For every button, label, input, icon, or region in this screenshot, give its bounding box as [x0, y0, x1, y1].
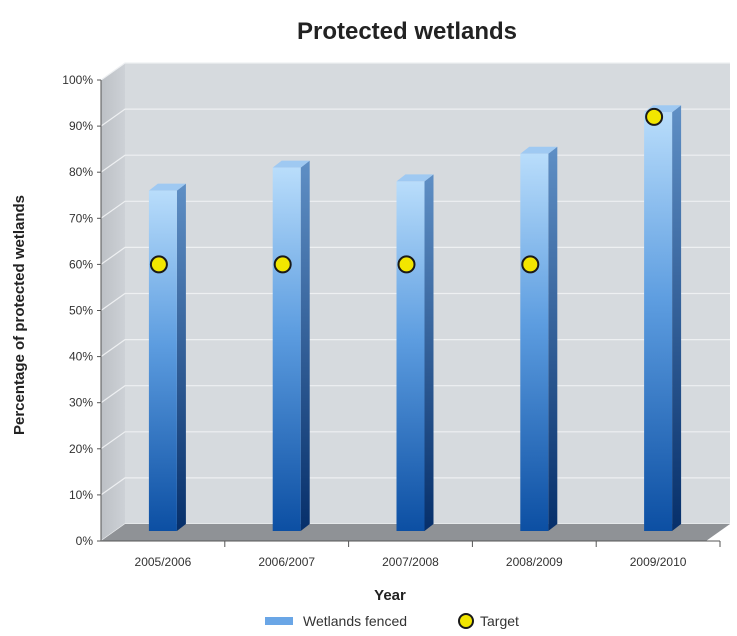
bar: [396, 174, 434, 532]
target-marker: [521, 255, 540, 274]
x-tick-label: 2005/2006: [135, 555, 192, 569]
y-tick-label: 40%: [69, 350, 93, 364]
x-tick-label: 2008/2009: [506, 555, 563, 569]
bar-side: [424, 174, 434, 532]
gridline: [100, 108, 730, 127]
x-tick-label: 2006/2007: [258, 555, 315, 569]
floor-plane: [101, 524, 730, 541]
y-tick-label: 80%: [69, 165, 93, 179]
bar: [644, 105, 682, 532]
legend-bar-swatch: [265, 617, 293, 625]
bar-top: [520, 146, 558, 154]
target-marker: [645, 107, 664, 126]
legend: Wetlands fenced Target: [265, 613, 519, 629]
bar-side: [548, 146, 558, 531]
legend-label-target: Target: [480, 613, 519, 629]
target-marker: [149, 255, 168, 274]
legend-label-bars: Wetlands fenced: [303, 613, 407, 629]
bar-top: [396, 174, 434, 182]
bar-front: [272, 167, 301, 531]
bar-side: [176, 183, 186, 531]
y-tick-label: 10%: [69, 488, 93, 502]
bar-front: [520, 153, 549, 531]
bar: [272, 160, 310, 531]
plot-floor: [101, 524, 730, 541]
y-tick-label: 70%: [69, 211, 93, 225]
target-marker: [397, 255, 416, 274]
y-tick-label: 100%: [62, 73, 93, 87]
legend-target-swatch: [458, 613, 474, 629]
bar-front: [644, 112, 673, 532]
bar: [520, 146, 558, 531]
bar-side: [672, 105, 682, 532]
bar-top: [148, 183, 186, 191]
x-tick-label: 2007/2008: [382, 555, 439, 569]
bar-front: [396, 181, 425, 532]
bar-front: [148, 190, 177, 531]
bar: [148, 183, 186, 531]
bar-side: [300, 160, 310, 531]
y-axis-title: Percentage of protected wetlands: [11, 195, 28, 435]
target-marker: [273, 255, 292, 274]
y-tick-label: 50%: [69, 304, 93, 318]
gridline: [100, 62, 730, 81]
y-tick-label: 20%: [69, 442, 93, 456]
y-tick-label: 0%: [76, 534, 94, 548]
axes: 0% 10% 20% 30% 40% 50% 60% 70% 80% 90% 100% 2005/20…: [62, 73, 721, 569]
x-tick-label: 2009/2010: [630, 555, 687, 569]
y-tick-label: 30%: [69, 396, 93, 410]
y-tick-label: 60%: [69, 257, 93, 271]
target-markers: [149, 107, 664, 274]
bar-top: [272, 160, 310, 168]
y-tick-label: 90%: [69, 119, 93, 133]
bars: [148, 105, 682, 532]
x-axis-title: Year: [374, 587, 406, 604]
chart-title: Protected wetlands: [297, 18, 517, 45]
